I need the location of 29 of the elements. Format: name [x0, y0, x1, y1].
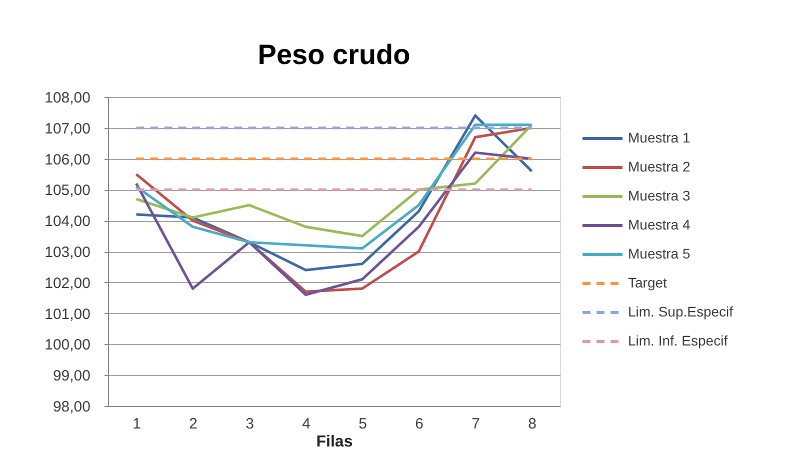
x-tick-label: 5 [358, 416, 367, 432]
x-tick-label: 1 [132, 416, 141, 432]
x-tick-label: 3 [246, 416, 254, 432]
x-tick-label: 8 [528, 416, 536, 432]
legend-label: Muestra 2 [628, 158, 690, 174]
legend-label: Muestra 5 [628, 246, 690, 262]
y-tick-label: 105,00 [44, 182, 90, 200]
y-tick-label: 104,00 [44, 213, 90, 230]
y-tick-label: 108,00 [44, 90, 90, 106]
y-tick-label: 98,00 [52, 398, 90, 416]
y-tick-label: 102,00 [44, 274, 90, 292]
y-tick-label: 99,00 [52, 368, 90, 385]
legend-label: Muestra 3 [628, 188, 690, 204]
y-tick-label: 100,00 [44, 336, 90, 354]
y-tick-label: 107,00 [44, 120, 90, 138]
chart-title: Peso crudo [258, 39, 410, 70]
x-axis-title: Filas [316, 434, 353, 450]
y-tick-label: 106,00 [44, 151, 90, 168]
legend-label: Lim. Sup.Especif [628, 304, 734, 320]
legend-label: Lim. Inf. Especif [628, 332, 728, 348]
y-tick-label: 101,00 [44, 306, 90, 323]
x-tick-label: 2 [189, 416, 198, 432]
legend-label: Muestra 4 [628, 216, 690, 232]
legend-label: Target [628, 274, 668, 290]
legend-label: Muestra 1 [628, 130, 690, 146]
y-tick-label: 103,00 [44, 244, 90, 261]
x-tick-label: 6 [415, 416, 424, 432]
x-tick-label: 4 [302, 416, 310, 432]
x-tick-label: 7 [472, 416, 480, 432]
